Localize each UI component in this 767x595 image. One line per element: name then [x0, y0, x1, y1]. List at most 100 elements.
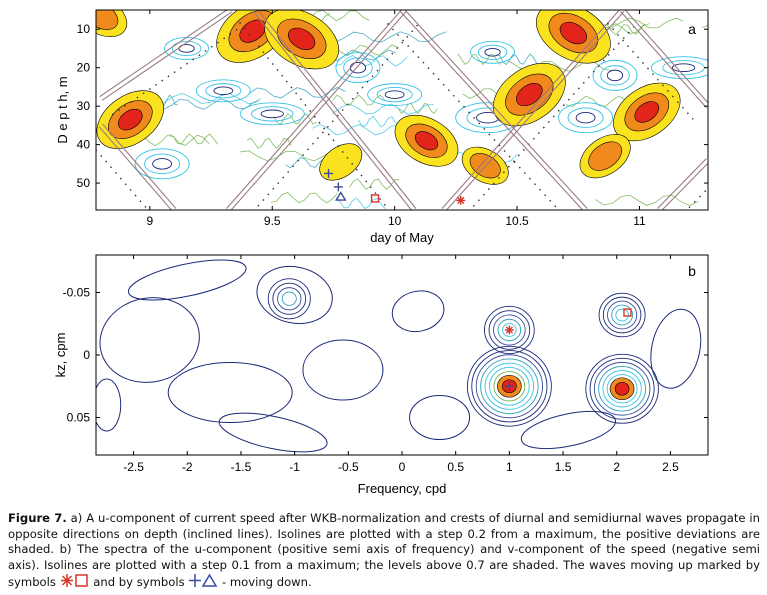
caption-text-part-1: a) A u-component of current speed after …	[8, 511, 760, 590]
panel-b-peak-isoline	[267, 278, 311, 320]
panel-a-crest-line	[257, 10, 417, 209]
panel-a-background-isoline	[163, 98, 261, 110]
panel-a-background-isoline	[358, 115, 404, 128]
panel-a-x-tick-label: 10	[388, 214, 402, 228]
panel-a-x-tick-label: 9	[147, 214, 154, 228]
panel-a-crest-line	[404, 10, 588, 209]
panel-a-crest-line	[620, 11, 707, 108]
panel-a-crest-line	[102, 123, 177, 209]
panel-b-x-tick-label: 1	[506, 460, 513, 474]
panel-b-isoline	[256, 265, 333, 325]
panel-b: -2.5 -2 -1.5 -1 -0.5 0 0.5 1 1.5 2 2.5 -0.0500.05 …	[53, 254, 709, 496]
panel-b-isoline	[96, 378, 122, 432]
panel-a-y-tick-label: 20	[77, 61, 91, 75]
down-wave-symbols-icon	[189, 573, 218, 588]
panel-a-background-isoline	[397, 102, 438, 115]
panel-a-marker-triangle	[335, 191, 347, 201]
panel-b-x-tick-label: 2	[613, 460, 620, 474]
panel-b-isoline	[218, 412, 328, 453]
panel-a-markers	[324, 168, 466, 205]
panel-b-peak-isoline	[607, 300, 638, 330]
panel-b-x-tick-label: -2.5	[123, 460, 144, 474]
panel-b-peak-isoline	[598, 365, 647, 412]
panel-b-isoline	[650, 308, 702, 389]
panel-a-negative-isoline	[567, 107, 604, 128]
panel-a-background-isoline	[270, 192, 339, 204]
panel-b-isoline	[302, 339, 384, 401]
panel-a-x-ticks: 9 9.5 10 10.5 11	[147, 10, 646, 228]
panel-a-negative-isoline	[558, 102, 614, 134]
panel-a-shaded-maximum	[96, 10, 119, 30]
panel-a-crest-line	[98, 126, 173, 210]
panel-b-peak-isoline	[615, 308, 629, 322]
panel-a-background-isoline	[246, 137, 292, 149]
panel-a-shaded-maximum	[117, 108, 143, 131]
caption-figure-number: Figure 7.	[8, 511, 67, 525]
panel-b-isoline	[127, 259, 247, 301]
panel-a-y-tick-label: 40	[77, 138, 91, 152]
caption-text-part-3: - moving down.	[218, 575, 312, 590]
panel-a-crest-line	[624, 10, 708, 104]
panel-a-crest-line	[101, 11, 233, 101]
panel-b-peak-isoline	[272, 282, 307, 315]
panel-a-negative-isoline	[651, 56, 708, 80]
panel-a-marker-plus	[324, 168, 334, 178]
panel-a-negative-isoline	[600, 65, 630, 86]
panel-a-marker-plus	[333, 182, 343, 192]
panel-a-crest-line	[441, 10, 621, 209]
panel-a-crest-lines	[96, 10, 708, 210]
panel-a-y-tick-label: 30	[77, 99, 91, 113]
panel-a-negative-isoline	[477, 44, 508, 60]
panel-a-negative-isoline	[592, 59, 638, 91]
panel-b-x-tick-label: 0.5	[447, 460, 464, 474]
caption-text-part-2: and by symbols	[89, 575, 189, 590]
panel-b-peak-isoline	[489, 366, 530, 406]
panel-a-crest-line	[657, 158, 707, 209]
panel-b-peak-isoline	[493, 314, 526, 346]
panel-a-negative-isoline	[152, 158, 172, 170]
panel-a-background	[96, 10, 708, 210]
panel-b-isoline	[391, 290, 445, 333]
panel-b-peak-isoline	[502, 323, 517, 337]
panel-a-label: a	[688, 21, 696, 37]
panel-a-negative-isoline	[384, 90, 405, 99]
panel-a-background-isoline	[312, 123, 408, 136]
panel-a-negative-isoline	[195, 79, 251, 103]
panel-a-crest-line	[399, 11, 584, 210]
up-wave-symbols-icon	[60, 574, 88, 588]
panel-a-y-axis-label: D e p t h, m	[55, 76, 70, 143]
panel-b-label: b	[688, 263, 696, 279]
panel-a-crest-line	[252, 11, 413, 210]
panel-a-negative-isoline	[671, 63, 696, 72]
panel-a-frame	[95, 9, 709, 211]
panel-a-background-isoline	[273, 113, 317, 125]
panel-a-background-isoline	[457, 53, 502, 65]
panel-b-peak-isoline	[466, 345, 552, 427]
panel-b-peak-isoline	[598, 292, 646, 338]
panel-b-peak-isoline	[493, 371, 526, 402]
panel-b-peak-isoline	[589, 357, 655, 420]
panel-b-x-tick-label: -1.5	[231, 460, 252, 474]
panel-b-x-tick-label: -1	[289, 460, 300, 474]
panel-a-x-tick-label: 10.5	[505, 214, 529, 228]
panel-a-negative-isoline	[171, 40, 202, 57]
panel-a-crest-line	[661, 162, 708, 210]
panel-a-y-tick-label: 50	[77, 176, 91, 190]
panel-b-peak-isoline	[475, 354, 543, 419]
panel-b-marker-plus	[504, 381, 514, 391]
panel-a-shaded-maximum	[559, 21, 587, 45]
panel-a-x-tick-label: 11	[633, 214, 646, 228]
panel-b-y-tick-label: 0.05	[67, 411, 91, 425]
panel-a-label-box	[683, 20, 702, 38]
panel-b-peak-isoline	[277, 287, 302, 311]
panel-b-x-tick-label: 2.5	[662, 460, 679, 474]
panel-a-x-axis-label: day of May	[370, 230, 434, 245]
panel-a-negative-isoline	[213, 86, 234, 96]
panel-b-y-ticks: -0.05 0 0.05	[63, 286, 708, 425]
panel-a-shaded-maximum	[634, 101, 660, 123]
panel-a-negative-isoline	[367, 83, 423, 107]
panel-a-background-isoline	[335, 197, 386, 210]
panel-a-y-ticks: 10 20 30 40 50	[77, 22, 708, 190]
panel-a-crest-line	[445, 11, 625, 210]
